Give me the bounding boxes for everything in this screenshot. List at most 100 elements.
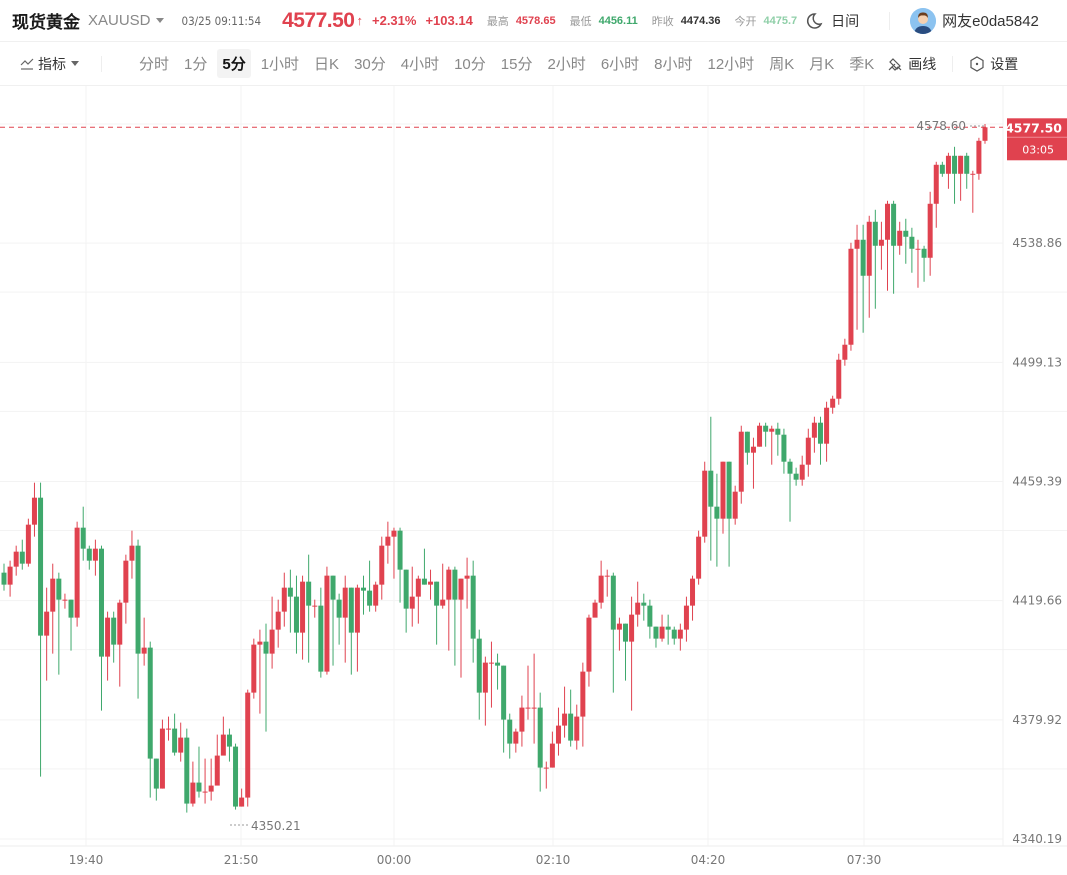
candle	[428, 569, 434, 600]
candle	[172, 713, 178, 756]
theme-toggle[interactable]: 日间	[805, 11, 859, 31]
candle	[738, 425, 744, 504]
candle	[744, 431, 750, 465]
candle	[251, 638, 257, 699]
candle	[763, 422, 769, 447]
candle	[245, 689, 251, 807]
period-tab[interactable]: 8小时	[654, 56, 693, 73]
period-tab[interactable]: 12小时	[707, 56, 755, 73]
candle	[220, 716, 226, 756]
candle	[190, 761, 196, 807]
candle	[726, 461, 732, 567]
candle	[306, 554, 312, 663]
candle	[470, 560, 476, 663]
candle	[781, 428, 787, 474]
candle	[415, 575, 421, 624]
candle	[98, 545, 104, 711]
candle	[543, 761, 549, 789]
candle	[878, 221, 884, 270]
period-tab[interactable]: 10分	[454, 56, 486, 73]
username: 网友e0da5842	[942, 13, 1039, 30]
candle	[397, 527, 403, 603]
chart-canvas[interactable]: 19:40 21:50 00:00 02:10 04:20 07:30 4578.60 453…	[0, 86, 1067, 870]
period-tab[interactable]: 4小时	[400, 56, 440, 73]
countdown-label: 03:05	[1022, 143, 1054, 156]
candle	[799, 455, 805, 486]
y-axis-label: 4499.13	[1012, 355, 1062, 369]
candle	[147, 641, 153, 798]
period-tab[interactable]: 5分	[217, 49, 251, 78]
candle	[403, 569, 409, 633]
period-tab[interactable]: 6小时	[600, 56, 640, 73]
settings-label: 设置	[990, 55, 1019, 72]
period-tab[interactable]: 日K	[314, 56, 340, 73]
settings-button[interactable]: 设置	[969, 54, 1018, 74]
last-price: 4577.50	[282, 8, 355, 32]
candle	[970, 170, 976, 213]
period-tab[interactable]: 分时	[139, 56, 170, 73]
candle	[647, 599, 653, 639]
candle	[872, 209, 878, 309]
draw-lines-button[interactable]: 画线	[887, 54, 936, 74]
candle	[702, 461, 708, 543]
candle	[202, 758, 208, 804]
candle	[44, 587, 50, 681]
candle	[555, 707, 561, 756]
candle	[86, 545, 92, 570]
period-tab[interactable]: 2小时	[547, 56, 586, 73]
candle	[677, 623, 683, 651]
candle	[507, 713, 513, 759]
candle	[13, 545, 19, 576]
candle	[348, 587, 354, 675]
candle	[196, 746, 202, 798]
period-tab[interactable]: 季K	[849, 56, 875, 73]
divider	[889, 11, 891, 30]
candle	[775, 422, 781, 456]
period-tab[interactable]: 1小时	[260, 56, 300, 73]
candle	[111, 611, 117, 663]
header-bar: 现货黄金 XAUUSD 03/25 09:11:54 4577.50 ↑ +2.…	[0, 0, 1067, 42]
period-tab[interactable]: 30分	[354, 56, 386, 73]
candle	[696, 530, 702, 585]
candle	[214, 734, 220, 786]
candle	[68, 599, 74, 651]
candle	[178, 722, 184, 762]
change-absolute: +103.14	[425, 13, 473, 28]
candle	[38, 482, 44, 777]
stat-label: 今开	[734, 15, 757, 28]
candle	[56, 572, 62, 675]
candlestick-chart[interactable]: 19:40 21:50 00:00 02:10 04:20 07:30 4578.60 453…	[0, 86, 1067, 870]
quote-datetime: 03/25 09:11:54	[181, 13, 262, 28]
candle	[269, 596, 275, 669]
period-tab[interactable]: 月K	[809, 56, 835, 73]
candle	[629, 596, 635, 711]
candle	[31, 482, 37, 537]
period-tab[interactable]: 周K	[769, 56, 795, 73]
candle	[452, 566, 458, 666]
current-price-label: 4577.50	[1005, 120, 1062, 135]
candle	[421, 548, 427, 585]
y-axis-label: 4459.39	[1012, 475, 1062, 489]
candle	[671, 626, 677, 645]
candle	[537, 692, 543, 792]
candle	[19, 539, 25, 570]
user-menu[interactable]: 网友e0da5842	[910, 7, 1039, 34]
candle	[641, 593, 647, 621]
candle	[750, 437, 756, 489]
stat-value: 4474.36	[680, 14, 721, 27]
symbol-selector[interactable]: XAUUSD	[88, 12, 164, 29]
candle	[159, 719, 165, 789]
candle	[25, 518, 31, 567]
x-axis-label: 00:00	[377, 853, 412, 867]
candle	[921, 245, 927, 282]
x-axis-label: 02:10	[536, 853, 571, 867]
candle	[604, 569, 610, 597]
candle	[123, 554, 129, 624]
period-tab[interactable]: 15分	[500, 56, 533, 73]
candle	[933, 161, 939, 228]
y-axis-label: 4340.19	[1012, 832, 1062, 846]
candle	[519, 695, 525, 747]
pen-icon	[888, 57, 902, 71]
period-tab[interactable]: 1分	[184, 56, 208, 73]
indicators-button[interactable]: 指标	[20, 54, 79, 74]
